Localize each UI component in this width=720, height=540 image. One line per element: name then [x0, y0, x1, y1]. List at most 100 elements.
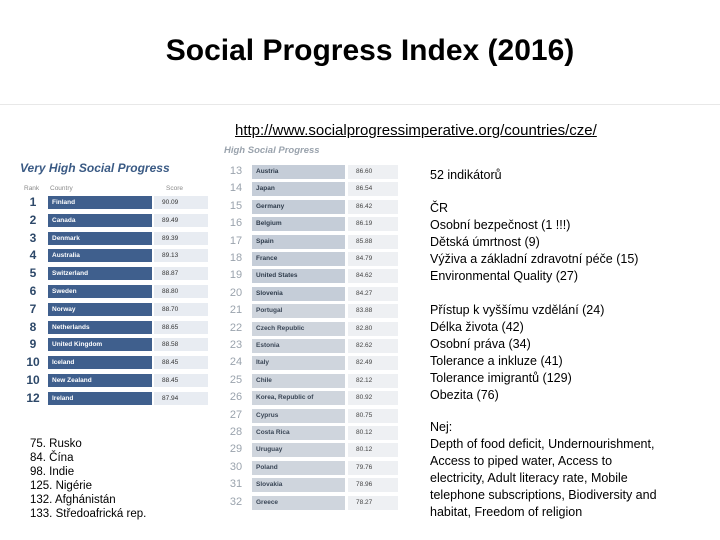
country-cell: Iceland	[52, 359, 75, 367]
score-cell-bg	[348, 495, 398, 510]
text-line: Access to piped water, Access to	[430, 454, 613, 468]
rank-cell: 8	[29, 319, 37, 334]
score-cell-bg	[154, 249, 208, 263]
score-cell: 82.12	[356, 376, 373, 384]
table-row: 9 United Kingdom 88.58	[22, 336, 208, 353]
text-line: ČR	[430, 201, 449, 215]
rank-cell: 12	[26, 390, 40, 405]
country-cell-bg	[252, 269, 345, 284]
rank-cell: 9	[29, 337, 37, 352]
country-cell: Slovakia	[256, 481, 283, 489]
country-cell: Norway	[52, 305, 76, 313]
table-row: 16 Belgium 86.19	[225, 215, 400, 232]
score-cell-bg	[154, 267, 208, 281]
text-line: Délka života (42)	[430, 320, 524, 334]
weak-points-block: Přístup k vyššímu vzdělání (24) Délka ži…	[430, 302, 604, 404]
country-cell: Slovenia	[256, 289, 283, 297]
score-cell: 82.62	[356, 342, 373, 349]
list-item: 133. Středoafrická rep.	[30, 508, 147, 520]
score-column-header: Score	[166, 185, 183, 192]
country-cell-bg	[252, 495, 345, 510]
score-cell-bg	[154, 391, 208, 405]
table-row: 1 Finland 90.09	[22, 194, 208, 211]
score-cell-bg	[348, 234, 398, 249]
text-line: Nej:	[430, 420, 453, 434]
country-cell-bg	[48, 267, 152, 281]
table-row: 23 Estonia 82.62	[225, 337, 400, 354]
text-line: Přístup k vyššímu vzdělání (24)	[430, 303, 605, 317]
source-link[interactable]: http://www.socialprogressimperative.org/…	[235, 122, 597, 139]
country-cell-bg	[252, 234, 345, 249]
score-cell-bg	[348, 217, 398, 232]
country-cell-bg	[252, 373, 345, 388]
score-cell-bg	[154, 196, 208, 209]
rank-cell: 27	[229, 408, 243, 421]
table-row: 10 Iceland 88.45	[22, 354, 208, 371]
score-cell: 88.80	[162, 288, 179, 295]
text-line: Depth of food deficit, Undernourishment,	[430, 437, 655, 451]
rank-cell: 5	[29, 266, 37, 281]
score-cell: 88.45	[162, 377, 179, 384]
country-cell-bg	[48, 374, 152, 387]
country-cell-bg	[252, 199, 345, 214]
country-column-header: Country	[50, 185, 73, 192]
rank-cell: 19	[229, 269, 243, 282]
table-row: 25 Chile 82.12	[225, 372, 400, 389]
rank-cell: 29	[229, 443, 243, 456]
country-cell: Ireland	[52, 394, 74, 402]
country-cell: Switzerland	[52, 270, 89, 278]
score-cell: 82.49	[356, 359, 373, 367]
score-cell-bg	[154, 338, 208, 352]
score-cell: 83.88	[356, 307, 373, 315]
country-cell-bg	[48, 249, 152, 263]
table-row: 19 United States 84.62	[225, 267, 400, 284]
score-cell-bg	[154, 320, 208, 334]
country-cell-bg	[252, 304, 345, 319]
table-row: 5 Switzerland 88.87	[22, 265, 208, 282]
country-cell: Poland	[256, 463, 278, 471]
score-cell: 89.13	[162, 252, 179, 260]
table-row: 7 Norway 88.70	[22, 301, 208, 318]
country-cell: Japan	[256, 185, 275, 193]
score-cell: 78.96	[356, 481, 373, 489]
score-cell: 84.62	[356, 272, 373, 280]
score-cell-bg	[348, 356, 398, 371]
score-cell: 84.79	[356, 255, 373, 262]
list-item: 132. Afghánistán	[30, 494, 116, 506]
cr-block: ČR Osobní bezpečnost (1 !!!) Dětská úmrt…	[430, 200, 638, 285]
rank-cell: 1	[29, 195, 37, 209]
score-cell: 89.39	[162, 234, 179, 242]
country-cell: Cyprus	[256, 411, 279, 419]
country-cell: Czech Republic	[256, 324, 305, 332]
score-cell-bg	[154, 374, 208, 387]
indicator-count: 52 indikátorů	[430, 168, 502, 182]
score-cell: 80.75	[356, 411, 373, 419]
best-block: Nej: Depth of food deficit, Undernourish…	[430, 419, 657, 521]
score-cell: 88.65	[162, 323, 179, 331]
score-cell: 79.76	[356, 463, 373, 471]
country-cell: New Zealand	[52, 377, 92, 384]
rank-cell: 28	[229, 426, 243, 438]
country-cell: Finland	[52, 199, 76, 206]
table-row: 6 Sweden 88.80	[22, 283, 208, 300]
country-cell: Spain	[256, 237, 274, 245]
country-cell: Germany	[256, 202, 285, 210]
score-cell-bg	[154, 302, 208, 316]
text-line: Tolerance imigrantů (129)	[430, 371, 572, 385]
score-cell: 82.80	[356, 324, 373, 332]
country-cell-bg	[48, 213, 152, 227]
table-row: 14 Japan 86.54	[225, 180, 400, 197]
list-item: 98. Indie	[30, 466, 75, 478]
score-cell: 88.58	[162, 341, 179, 349]
table-row: 28 Costa Rica 80.12	[225, 424, 400, 441]
country-cell-bg	[252, 356, 345, 371]
score-cell: 89.49	[162, 216, 179, 224]
country-cell-bg	[48, 196, 152, 209]
rank-cell: 25	[229, 373, 243, 386]
text-line: Osobní bezpečnost (1 !!!)	[430, 218, 571, 232]
score-cell: 80.12	[356, 429, 373, 436]
score-cell-bg	[348, 373, 398, 388]
country-cell: Sweden	[52, 288, 77, 295]
country-cell: Australia	[52, 252, 80, 260]
country-cell-bg	[48, 285, 152, 298]
